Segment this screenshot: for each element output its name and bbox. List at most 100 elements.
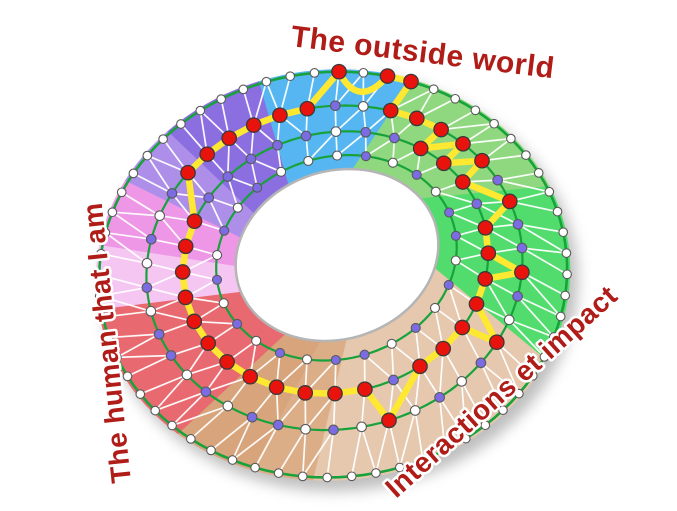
mesh-node-white [555, 311, 566, 322]
mesh-node-purple [211, 274, 223, 285]
path-node-red [455, 135, 471, 152]
mesh-node-purple [246, 411, 258, 423]
mesh-edge [335, 105, 365, 133]
mesh-node-white [552, 206, 563, 217]
mesh-edge [171, 390, 207, 427]
path-node-red [468, 296, 485, 312]
mesh-edge [521, 271, 562, 318]
path-node-red [412, 140, 429, 157]
mesh-edge [210, 416, 253, 452]
mesh-node-white [330, 126, 342, 137]
mesh-node-purple [200, 386, 212, 398]
mesh-node-white [94, 270, 104, 280]
mesh-node-purple [434, 392, 445, 403]
mesh-edge [139, 374, 188, 395]
mesh-node-white [100, 227, 111, 238]
path-node-red [454, 174, 471, 190]
mesh-edge [277, 428, 307, 474]
mesh-node-white [332, 150, 343, 161]
mesh-edge [250, 158, 282, 173]
mesh-node-white [456, 376, 468, 387]
mesh-node-purple [444, 207, 455, 218]
mesh-edge [521, 271, 567, 297]
path-node-red [331, 63, 347, 80]
mesh-node-white [440, 445, 450, 455]
mesh-node-white [181, 369, 193, 381]
mesh-edge [508, 319, 555, 338]
mesh-edge [350, 426, 363, 478]
mesh-node-white [301, 354, 313, 365]
mesh-edge [107, 333, 160, 339]
mesh-node-white [251, 335, 262, 346]
mesh-edge [120, 191, 161, 217]
mesh-edge [480, 362, 520, 395]
mesh-node-white [96, 248, 106, 259]
mesh-node-white [141, 257, 153, 269]
mesh-node-white [135, 389, 146, 399]
mesh-node-white [533, 168, 544, 178]
mesh-node-purple [360, 126, 372, 138]
mesh-node-white [428, 84, 439, 95]
path-node-red [435, 340, 452, 357]
mesh-node-white [206, 445, 216, 456]
mesh-edge [516, 295, 562, 318]
mesh-node-white [480, 420, 491, 431]
mesh-node-white [232, 202, 243, 213]
mesh-edge [521, 247, 568, 254]
mesh-node-white [489, 118, 499, 129]
mesh-edge [480, 362, 504, 411]
path-node-red [272, 107, 288, 124]
mesh-edge [104, 231, 148, 265]
path-node-red [488, 334, 505, 351]
mesh-edge [116, 354, 172, 359]
mesh-edge [116, 333, 160, 359]
mesh-node-white [276, 166, 287, 177]
mesh-node-white [450, 93, 461, 104]
mesh-node-purple [360, 151, 371, 162]
mesh-edge [389, 88, 435, 112]
mesh-node-white [107, 207, 118, 218]
mesh-node-white [558, 227, 569, 238]
mesh-node-white [250, 462, 260, 473]
path-node-red [454, 319, 471, 336]
path-node-red [327, 385, 343, 402]
mesh-node-purple [145, 233, 157, 245]
mesh-edge [254, 424, 280, 469]
mesh-edge [111, 211, 153, 241]
mesh-edge [438, 396, 446, 451]
mesh-node-white [544, 186, 555, 197]
mesh-node-white [167, 420, 177, 431]
mesh-edge [360, 426, 377, 474]
mesh-node-purple [274, 347, 286, 358]
mesh-edge [484, 278, 511, 321]
mesh-edge [98, 286, 148, 297]
mesh-node-purple [512, 218, 524, 230]
mesh-edge [496, 172, 540, 181]
mesh-node-purple [359, 349, 370, 360]
mesh-node-white [506, 133, 516, 144]
mesh-edge [462, 137, 512, 145]
mesh-edge [508, 319, 546, 358]
mesh-node-white [238, 84, 249, 95]
mesh-node-white [103, 332, 114, 343]
mesh-node-white [98, 312, 108, 322]
mesh-node-white [195, 105, 206, 116]
mesh-edge [98, 274, 148, 289]
path-node-red [177, 238, 194, 255]
mesh-node-purple [328, 424, 339, 436]
mesh-node-white [386, 338, 397, 349]
mesh-node-white [150, 405, 161, 416]
mesh-node-white [154, 210, 166, 222]
mesh-node-purple [329, 100, 341, 112]
path-node-red [180, 164, 196, 181]
mesh-node-white [285, 71, 296, 82]
mesh-edge [495, 341, 534, 377]
mesh-node-white [297, 471, 308, 482]
mesh-node-purple [443, 279, 454, 290]
path-node-red [186, 313, 203, 330]
mesh-edge [154, 390, 207, 412]
path-node-red [379, 68, 396, 84]
mesh-edge [363, 353, 395, 381]
mesh-edge [508, 200, 559, 213]
mesh-node-purple [203, 192, 215, 204]
